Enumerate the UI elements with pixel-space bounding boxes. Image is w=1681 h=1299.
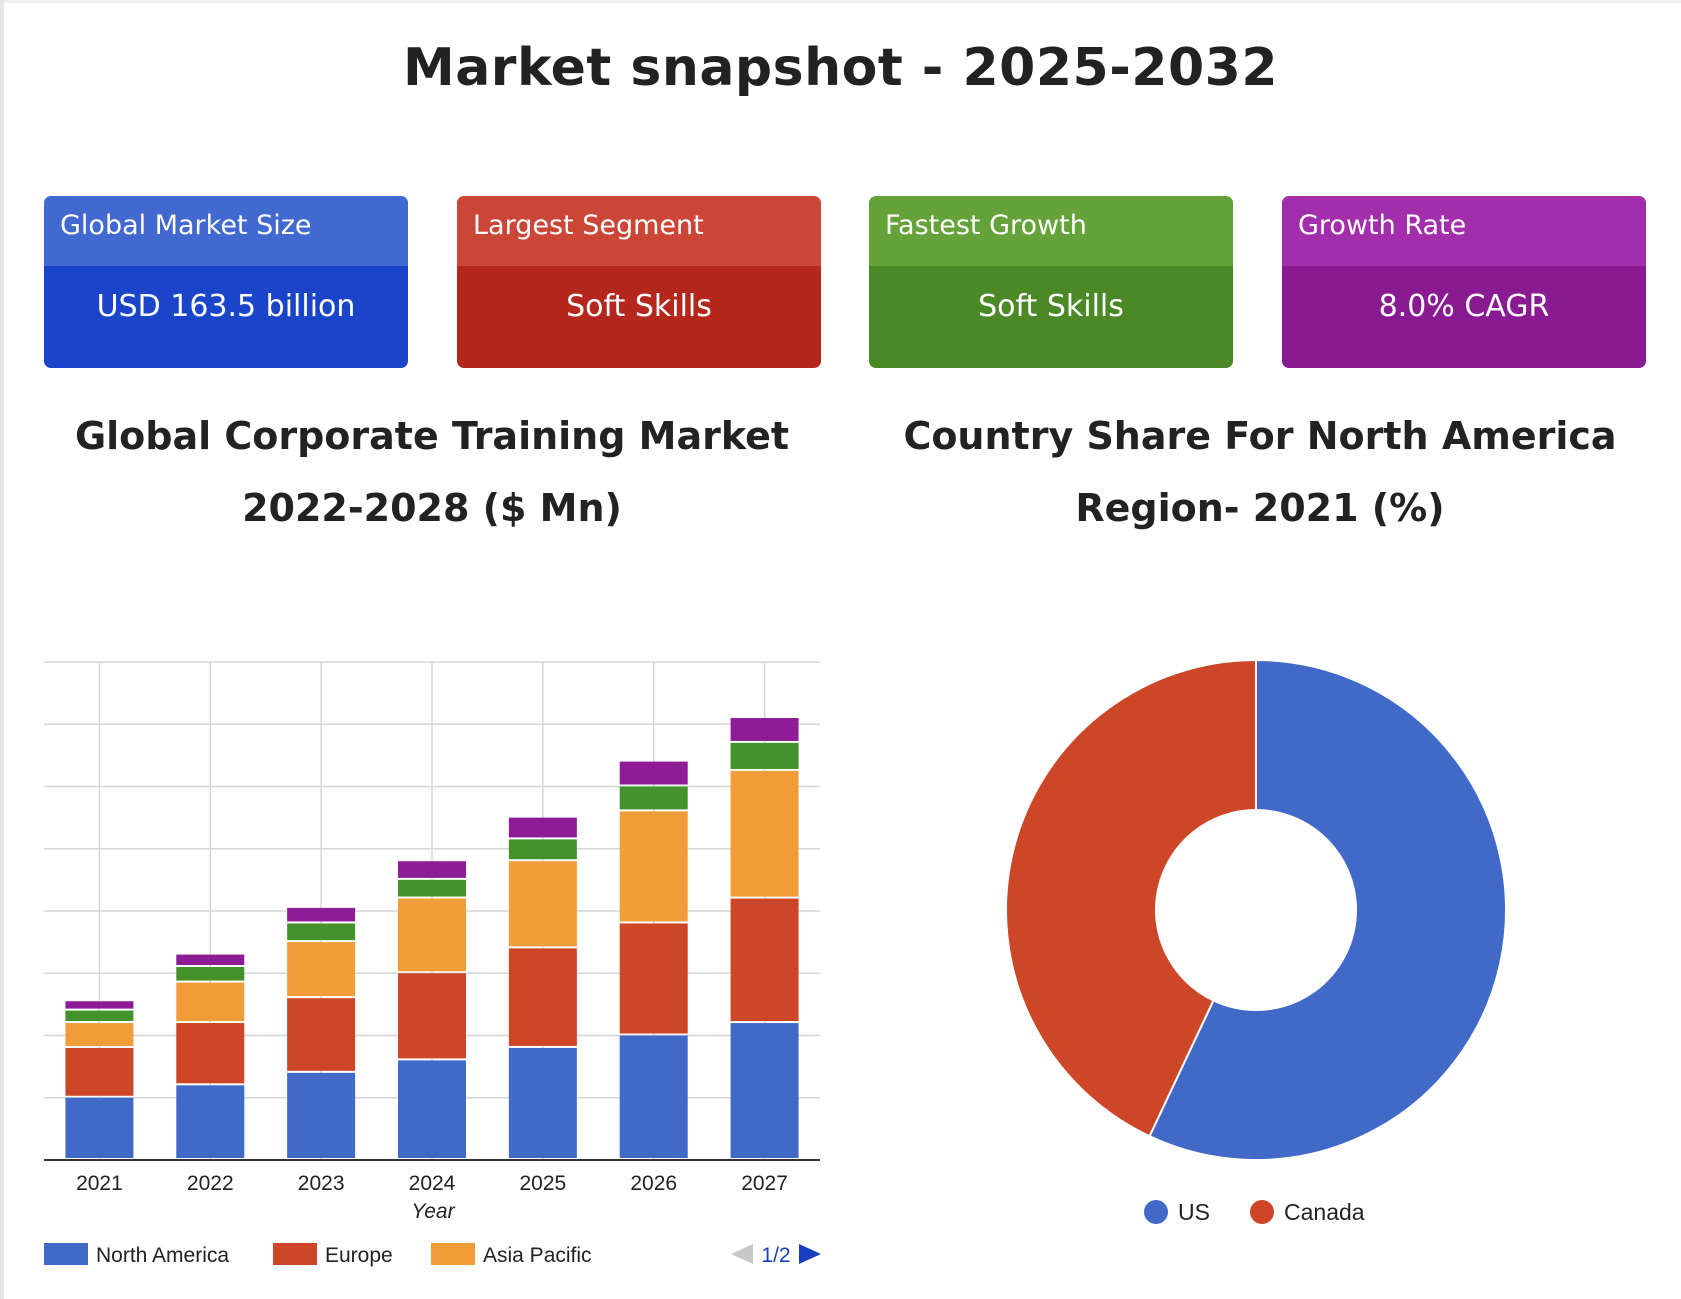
card-value: Soft Skills — [457, 266, 821, 368]
card-value: Soft Skills — [869, 266, 1233, 368]
bar-segment[interactable] — [287, 998, 356, 1071]
bar-segment[interactable] — [65, 1001, 134, 1009]
bar-segment[interactable] — [176, 954, 245, 966]
bar-segment[interactable] — [619, 811, 688, 922]
bar-segment[interactable] — [65, 1023, 134, 1046]
donut-legend: US Canada — [1144, 1199, 1365, 1225]
prev-page-icon[interactable] — [731, 1244, 753, 1264]
bar-segment[interactable] — [508, 817, 577, 838]
pie-chart-title-line2: Region- 2021 (%) — [1075, 486, 1445, 530]
card-label: Global Market Size — [44, 196, 408, 266]
legend-marker — [1144, 1200, 1168, 1224]
bar-segment[interactable] — [398, 973, 466, 1059]
bar-segment[interactable] — [176, 1085, 245, 1158]
bar-segment[interactable] — [398, 898, 466, 972]
bar-segment[interactable] — [508, 948, 577, 1046]
bar-segment[interactable] — [619, 786, 688, 810]
bar-segment[interactable] — [287, 1072, 356, 1158]
bar-segment[interactable] — [730, 770, 799, 897]
bar-chart-bars — [65, 718, 799, 1159]
x-tick-label: 2024 — [409, 1172, 456, 1195]
market-size-card: Global Market Size USD 163.5 billion — [44, 196, 408, 368]
bar-segment[interactable] — [730, 898, 799, 1022]
card-value: 8.0% CAGR — [1282, 266, 1646, 368]
bar-segment[interactable] — [619, 761, 688, 785]
legend-label: Europe — [325, 1244, 393, 1267]
bar-segment[interactable] — [730, 742, 799, 769]
legend-label: Canada — [1284, 1199, 1365, 1225]
frame-top-border — [0, 0, 1681, 3]
legend-swatch — [44, 1243, 88, 1265]
bar-segment[interactable] — [287, 907, 356, 922]
bar-segment[interactable] — [619, 1035, 688, 1159]
pie-chart-title-line1: Country Share For North America — [903, 414, 1617, 458]
pagination-label: 1/2 — [761, 1244, 790, 1267]
stacked-bar-chart: 2021 2022 2023 2024 2025 2026 2027 Year North … — [44, 661, 821, 1267]
bar-segment[interactable] — [398, 861, 466, 878]
bar-chart-x-ticks: 2021 2022 2023 2024 2025 2026 2027 — [76, 1172, 788, 1195]
bar-segment[interactable] — [176, 967, 245, 981]
legend-label: Asia Pacific — [483, 1244, 592, 1267]
card-label: Growth Rate — [1282, 196, 1646, 266]
bar-chart-legend: North America Europe Asia Pacific — [44, 1243, 592, 1267]
bar-segment[interactable] — [508, 839, 577, 860]
bar-segment[interactable] — [398, 1060, 466, 1158]
bar-chart-title-line2: 2022-2028 ($ Mn) — [242, 486, 622, 530]
legend-swatch — [273, 1243, 317, 1265]
legend-label: US — [1178, 1199, 1210, 1225]
donut-slice[interactable] — [1005, 658, 1257, 1138]
donut-slice[interactable] — [1148, 658, 1507, 1161]
bar-segment[interactable] — [398, 879, 466, 897]
bar-segment[interactable] — [65, 1097, 134, 1158]
bar-segment[interactable] — [176, 982, 245, 1022]
next-page-icon[interactable] — [799, 1244, 821, 1264]
x-tick-label: 2021 — [76, 1172, 123, 1195]
bar-segment[interactable] — [508, 1047, 577, 1158]
bar-segment[interactable] — [730, 1023, 799, 1158]
legend-marker — [1250, 1200, 1274, 1224]
growth-rate-card: Growth Rate 8.0% CAGR — [1282, 196, 1646, 368]
bar-segment[interactable] — [287, 942, 356, 997]
donut-slices — [1005, 658, 1507, 1161]
bar-segment[interactable] — [176, 1023, 245, 1084]
bar-segment[interactable] — [619, 923, 688, 1034]
bar-segment[interactable] — [65, 1010, 134, 1022]
bar-chart-title-line1: Global Corporate Training Market — [74, 414, 790, 458]
legend-label: North America — [96, 1244, 229, 1267]
largest-segment-card: Largest Segment Soft Skills — [457, 196, 821, 368]
page-title: Market snapshot - 2025-2032 — [402, 38, 1279, 98]
x-axis-label: Year — [411, 1200, 455, 1223]
x-tick-label: 2023 — [298, 1172, 345, 1195]
bar-chart-title: Global Corporate Training Market 2022-20… — [44, 400, 820, 544]
bar-segment[interactable] — [65, 1047, 134, 1096]
donut-chart: US Canada — [1005, 658, 1507, 1225]
x-tick-label: 2027 — [741, 1172, 788, 1195]
legend-pagination: 1/2 — [731, 1244, 821, 1267]
x-tick-label: 2026 — [630, 1172, 677, 1195]
frame-left-border — [0, 0, 4, 1299]
pie-chart-title: Country Share For North America Region- … — [880, 400, 1640, 544]
x-tick-label: 2025 — [519, 1172, 566, 1195]
bar-segment[interactable] — [508, 861, 577, 947]
card-label: Fastest Growth — [869, 196, 1233, 266]
fastest-growth-card: Fastest Growth Soft Skills — [869, 196, 1233, 368]
card-value: USD 163.5 billion — [44, 266, 408, 368]
x-tick-label: 2022 — [187, 1172, 234, 1195]
legend-swatch — [431, 1243, 475, 1265]
bar-segment[interactable] — [730, 718, 799, 741]
card-label: Largest Segment — [457, 196, 821, 266]
bar-segment[interactable] — [287, 923, 356, 941]
